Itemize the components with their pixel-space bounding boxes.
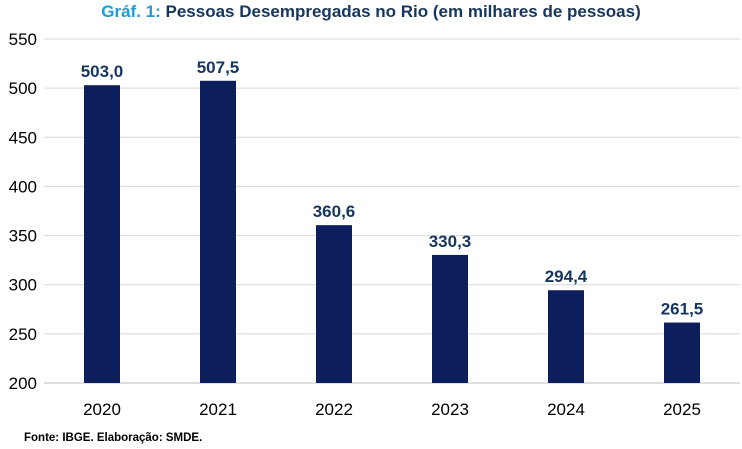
x-tick-label: 2024	[547, 400, 585, 419]
y-tick-label: 300	[9, 276, 37, 295]
bar	[200, 80, 236, 384]
chart-title: Gráf. 1: Pessoas Desempregadas no Rio (e…	[0, 2, 742, 22]
x-tick-label: 2020	[83, 400, 121, 419]
chart-title-prefix: Gráf. 1:	[101, 2, 161, 21]
data-label: 507,5	[197, 58, 240, 77]
x-tick-label: 2022	[315, 400, 353, 419]
data-label: 503,0	[81, 62, 124, 81]
chart-title-main: Pessoas Desempregadas no Rio (em milhare…	[165, 2, 641, 21]
bar	[316, 225, 352, 383]
y-tick-label: 550	[9, 30, 37, 49]
y-tick-label: 500	[9, 79, 37, 98]
source-note: Fonte: IBGE. Elaboração: SMDE.	[24, 432, 203, 444]
x-tick-label: 2021	[199, 400, 237, 419]
bar	[84, 85, 120, 384]
x-tick-label: 2025	[663, 400, 701, 419]
data-label: 261,5	[661, 300, 704, 319]
bar	[664, 322, 700, 383]
y-tick-label: 200	[9, 374, 37, 393]
y-tick-label: 450	[9, 128, 37, 147]
bar	[432, 254, 468, 383]
y-tick-label: 400	[9, 177, 37, 196]
x-tick-label: 2023	[431, 400, 469, 419]
y-tick-label: 250	[9, 325, 37, 344]
bar	[548, 290, 584, 383]
data-label: 330,3	[429, 232, 472, 251]
data-label: 294,4	[545, 267, 588, 286]
y-tick-label: 350	[9, 227, 37, 246]
data-label: 360,6	[313, 202, 356, 221]
